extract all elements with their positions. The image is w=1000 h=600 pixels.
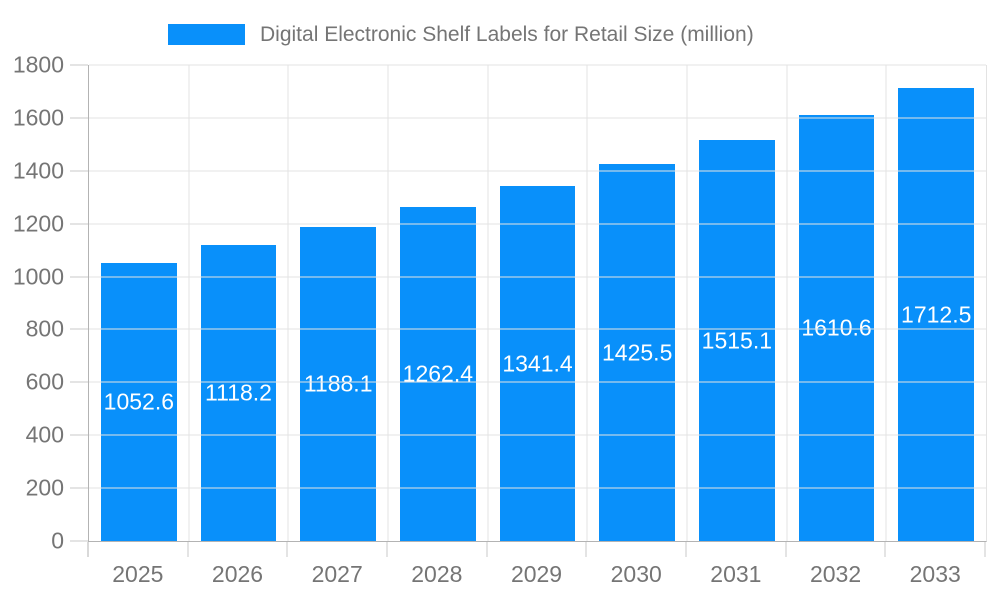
x-tick-label: 2033 <box>909 561 961 587</box>
x-axis-labels: 2025 2026 2027 2028 2029 2030 2031 2032 2033 <box>88 561 985 589</box>
v-gridline <box>387 65 389 541</box>
h-gridline <box>89 64 986 66</box>
h-gridline <box>89 223 986 225</box>
x-axis-ticks <box>87 542 986 557</box>
x-tick-label: 2029 <box>510 561 563 587</box>
bar-slot: 1610.6 <box>787 65 887 541</box>
bar: 1052.6 <box>100 262 177 541</box>
bar-value-label: 1610.6 <box>801 314 872 341</box>
bar-slot: 1425.5 <box>587 65 687 541</box>
y-tick-label: 1400 <box>12 157 64 184</box>
h-gridline <box>89 117 986 119</box>
x-tick <box>685 542 687 557</box>
v-gridline <box>188 65 190 541</box>
y-tick <box>70 487 88 489</box>
x-tick <box>87 542 89 557</box>
legend-swatch <box>168 24 245 45</box>
x-tick-label: 2030 <box>610 561 662 587</box>
bar-value-label: 1052.6 <box>103 388 175 415</box>
bar-slot: 1341.4 <box>488 65 588 541</box>
bar-slot: 1712.5 <box>886 65 986 541</box>
bar-slot: 1515.1 <box>687 65 787 541</box>
bar: 1341.4 <box>499 186 576 541</box>
x-tick-label: 2025 <box>112 561 164 587</box>
h-gridline <box>89 170 986 172</box>
bar: 1610.6 <box>798 115 875 541</box>
bar: 1188.1 <box>300 226 377 541</box>
y-tick-label: 1800 <box>12 51 64 78</box>
x-tick <box>785 542 787 557</box>
legend: Digital Electronic Shelf Labels for Reta… <box>168 22 754 46</box>
y-tick <box>70 381 88 383</box>
bar-slot: 1188.1 <box>288 65 388 541</box>
h-gridline <box>89 328 986 330</box>
y-tick <box>70 434 88 436</box>
y-tick-label: 400 <box>25 421 64 448</box>
x-tick <box>884 542 886 557</box>
y-tick-label: 800 <box>25 315 64 342</box>
bar-slot: 1052.6 <box>89 65 189 541</box>
bar-value-label: 1341.4 <box>502 350 573 377</box>
bars: 1052.6 1118.2 1188.1 1262.4 1341.4 1425.5 1515… <box>89 65 986 541</box>
h-gridline <box>89 381 986 383</box>
y-axis-labels: 0 200 400 600 800 1000 1200 1400 1600 1800 <box>0 53 64 552</box>
y-tick-label: 1000 <box>12 263 64 290</box>
y-tick-label: 1600 <box>12 104 64 131</box>
legend-label: Digital Electronic Shelf Labels for Reta… <box>260 22 754 46</box>
y-tick <box>70 170 88 172</box>
x-tick <box>286 542 288 557</box>
x-tick-label: 2027 <box>311 561 363 587</box>
v-gridline <box>786 65 788 541</box>
h-gridline <box>89 487 986 489</box>
v-gridline <box>686 65 688 541</box>
y-tick-label: 200 <box>25 474 64 501</box>
bar-value-label: 1515.1 <box>701 327 773 354</box>
bar-slot: 1118.2 <box>189 65 289 541</box>
bar-value-label: 1425.5 <box>602 339 673 366</box>
v-gridline <box>586 65 588 541</box>
bar: 1118.2 <box>200 245 277 541</box>
bar-value-label: 1262.4 <box>402 360 474 387</box>
bar-value-label: 1188.1 <box>303 370 373 397</box>
y-tick <box>70 328 88 330</box>
v-gridline <box>287 65 289 541</box>
y-tick-label: 1200 <box>12 210 64 237</box>
y-tick-label: 0 <box>51 527 64 554</box>
y-tick <box>70 276 88 278</box>
h-gridline <box>89 276 986 278</box>
y-tick-label: 600 <box>25 368 64 395</box>
x-tick-label: 2032 <box>809 561 862 587</box>
v-gridline <box>487 65 489 541</box>
x-tick <box>585 542 587 557</box>
y-tick <box>70 223 88 225</box>
x-tick <box>386 542 388 557</box>
plot-area: 1052.6 1118.2 1188.1 1262.4 1341.4 1425.5 1515… <box>70 64 987 542</box>
bar: 1262.4 <box>399 207 476 541</box>
x-tick <box>984 542 986 557</box>
x-tick <box>486 542 488 557</box>
y-tick <box>70 117 88 119</box>
bar: 1515.1 <box>698 140 775 541</box>
x-tick <box>187 542 189 557</box>
v-gridline <box>885 65 887 541</box>
x-tick-label: 2026 <box>211 561 264 587</box>
y-tick <box>70 540 88 542</box>
x-tick-label: 2028 <box>411 561 463 587</box>
bar: 1712.5 <box>898 88 975 541</box>
y-tick <box>70 64 88 66</box>
h-gridline <box>89 434 986 436</box>
bar: 1425.5 <box>599 164 676 541</box>
bar-value-label: 1712.5 <box>901 301 972 328</box>
bar-slot: 1262.4 <box>388 65 488 541</box>
bar-value-label: 1118.2 <box>205 379 272 406</box>
x-tick-label: 2031 <box>710 561 762 587</box>
